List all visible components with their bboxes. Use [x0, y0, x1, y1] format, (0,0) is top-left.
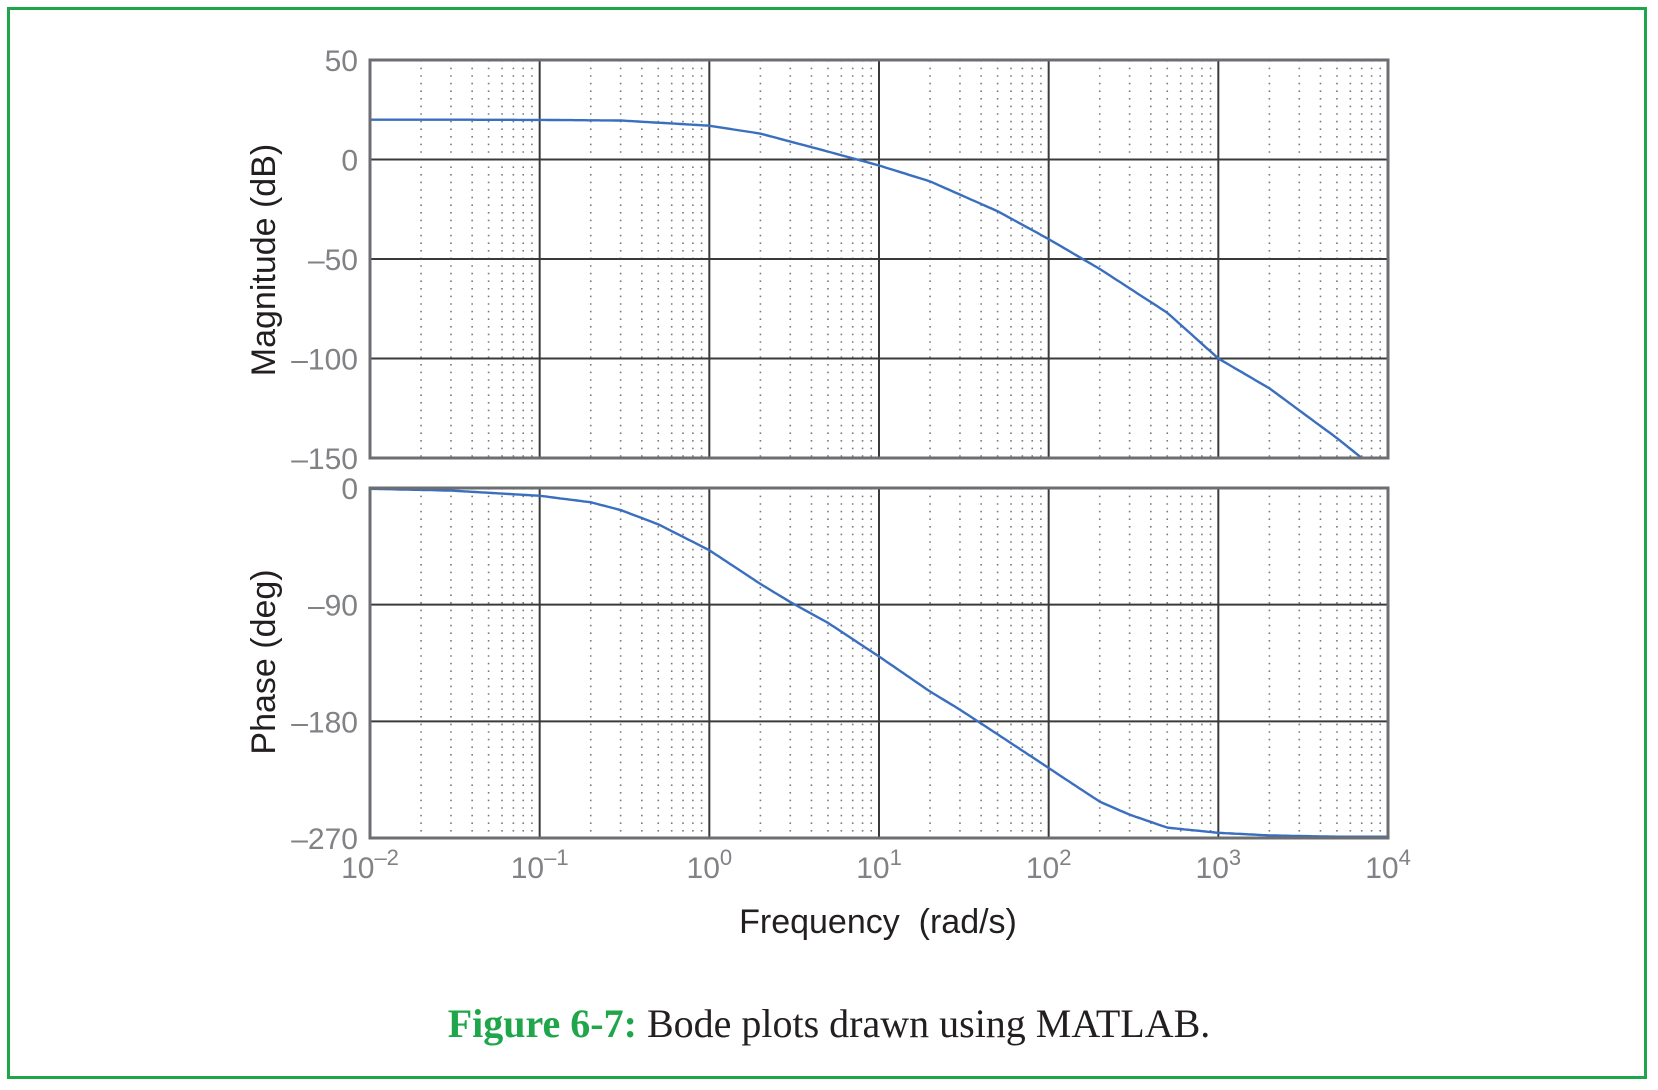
magnitude-ytick-label: –100: [291, 344, 358, 377]
magnitude-ytick-label: –150: [291, 443, 358, 476]
magnitude-ytick-label: 0: [341, 145, 358, 178]
xtick-label: 104: [1365, 845, 1411, 885]
xtick-label: 102: [1026, 845, 1072, 885]
magnitude-axes-box: [368, 58, 1390, 460]
frequency-xlabel: Frequency (rad/s): [739, 903, 1017, 941]
xtick-label: 100: [687, 845, 733, 885]
phase-ytick-label: –90: [308, 590, 358, 623]
magnitude-ytick-label: 50: [325, 45, 358, 78]
magnitude-ytick-label: –50: [308, 244, 358, 277]
xtick-label: 10–2: [341, 845, 399, 885]
figure-caption-label: Figure 6-7:: [447, 1001, 637, 1046]
phase-ytick-label: –270: [291, 823, 358, 856]
figure-caption-text: Bode plots drawn using MATLAB.: [636, 1001, 1211, 1046]
phase-axes-box: [368, 486, 1390, 840]
magnitude-panel: 50 0 –50 –100 –150: [291, 45, 1390, 476]
phase-curve: [369, 487, 1388, 838]
xtick-label: 103: [1196, 845, 1242, 885]
figure-caption: Figure 6-7: Bode plots drawn using MATLA…: [0, 1000, 1658, 1047]
phase-ylabel: Phase (deg): [245, 569, 283, 754]
phase-ytick-label: 0: [341, 473, 358, 506]
magnitude-ylabel: Magnitude (dB): [245, 144, 283, 376]
xtick-label: 10–1: [511, 845, 569, 885]
phase-ytick-label: –180: [291, 706, 358, 739]
magnitude-curve: [370, 118, 1363, 459]
xtick-label: 101: [856, 845, 902, 885]
